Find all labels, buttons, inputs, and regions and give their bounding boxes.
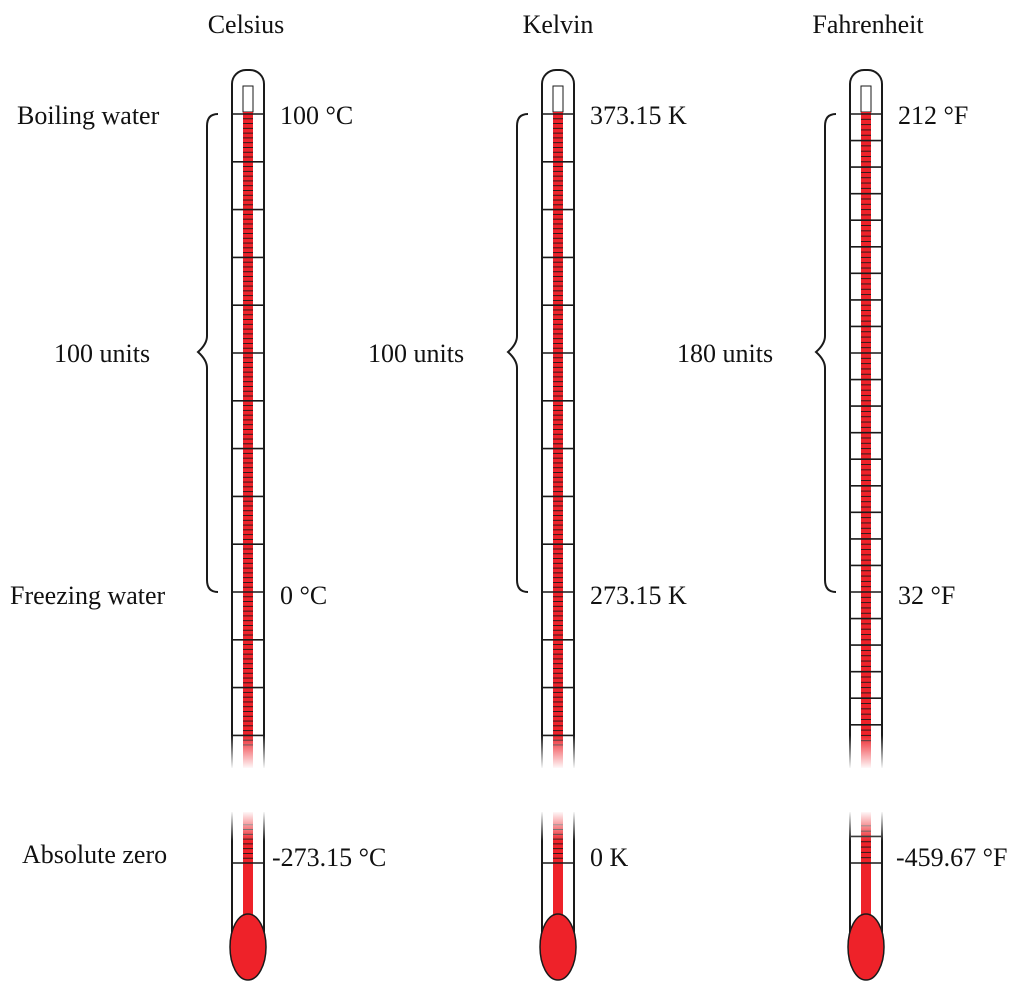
scale-break-fade-top [0, 735, 1030, 769]
scale-ticks [849, 113, 883, 864]
mercury-bulb [539, 913, 577, 981]
tube-top-cap [242, 85, 254, 113]
mercury-bulb [847, 913, 885, 981]
scale-title: Celsius [208, 10, 285, 39]
thermometer-celsius: Celsius 100 units 100 °C 0 °C -273.15 °C [54, 10, 386, 981]
thermometer-kelvin: Kelvin 100 units 373.15 K 273.15 K 0 K [368, 10, 687, 981]
freezing-point-label: 32 °F [898, 581, 955, 610]
freezing-point-label: 0 °C [280, 581, 327, 610]
mercury-bulb [229, 913, 267, 981]
mercury-column [553, 112, 563, 932]
tube-top-cap [860, 85, 872, 113]
boiling-point-label: 212 °F [898, 101, 968, 130]
tube-top-cap [552, 85, 564, 113]
span-brace [506, 113, 529, 593]
mercury-column [861, 112, 871, 932]
boiling-point-label: 373.15 K [590, 101, 687, 130]
span-label: 100 units [368, 339, 464, 368]
absolute-zero-label: 0 K [590, 843, 629, 872]
mercury-column [243, 112, 253, 932]
absolute-zero-label: -273.15 °C [272, 843, 386, 872]
row-label-absolute-zero: Absolute zero [22, 840, 167, 869]
absolute-zero-label: -459.67 °F [896, 843, 1008, 872]
span-label: 180 units [677, 339, 773, 368]
span-brace [814, 113, 837, 593]
thermometer-fahrenheit: Fahrenheit 180 units 212 °F 32 °F -459.6… [677, 10, 1008, 981]
scale-break-gap [0, 768, 1030, 812]
row-label-freezing: Freezing water [10, 581, 166, 610]
scale-title: Fahrenheit [812, 10, 924, 39]
scale-title: Kelvin [523, 10, 594, 39]
freezing-point-label: 273.15 K [590, 581, 687, 610]
span-brace [196, 113, 219, 593]
scale-break-fade-bottom [0, 811, 1030, 841]
row-label-boiling: Boiling water [17, 101, 160, 130]
span-label: 100 units [54, 339, 150, 368]
boiling-point-label: 100 °C [280, 101, 353, 130]
